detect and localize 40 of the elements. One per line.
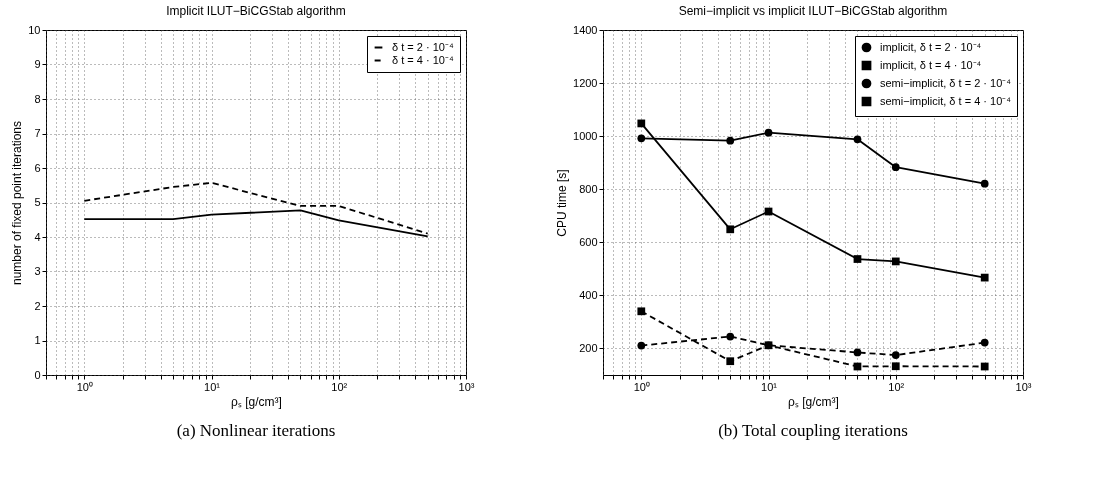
- x-tick-label: 10²: [888, 380, 905, 393]
- y-tick-label: 1400: [573, 23, 598, 36]
- y-tick-label: 0: [34, 368, 41, 381]
- y-tick-label: 6: [34, 161, 41, 174]
- x-tick-label: 10¹: [761, 380, 778, 393]
- x-tick-label: 10³: [1015, 380, 1032, 393]
- y-tick-label: 3: [34, 265, 41, 277]
- y-tick-label: 8: [34, 92, 41, 105]
- x-tick-label: 10⁰: [76, 380, 93, 393]
- chart-title: Semi−implicit vs implicit ILUT−BiCGStab algorithm: [678, 4, 948, 18]
- y-tick-label: 9: [34, 58, 41, 70]
- y-tick-label: 5: [34, 196, 41, 208]
- text: (b) Total coupling iterations: [718, 421, 908, 440]
- legend-label: implicit, δ t = 4 · 10⁻⁴: [880, 58, 982, 71]
- y-tick-label: 1000: [573, 129, 598, 142]
- y-tick-label: 2: [34, 299, 41, 312]
- y-axis-title: CPU time [s]: [555, 169, 570, 237]
- x-axis-title: ρₛ [g/cm³]: [788, 394, 839, 409]
- y-tick-label: 200: [579, 341, 598, 354]
- x-tick-label: 10¹: [204, 380, 221, 393]
- y-tick-label: 800: [579, 182, 598, 195]
- x-tick-label: 10⁰: [633, 380, 650, 393]
- x-tick-label: 10²: [331, 380, 348, 393]
- text: (a) Nonlinear iterations: [176, 421, 336, 440]
- legend-label: δ t = 4 · 10⁻⁴: [392, 53, 454, 66]
- legend-label: implicit, δ t = 2 · 10⁻⁴: [880, 40, 982, 53]
- legend-label: semi−implicit, δ t = 4 · 10⁻⁴: [880, 94, 1012, 107]
- y-tick-label: 4: [34, 230, 41, 243]
- y-tick-label: 400: [579, 288, 598, 301]
- y-tick-label: 1: [34, 334, 41, 346]
- y-tick-label: 7: [34, 127, 41, 139]
- y-tick-label: 1200: [573, 76, 598, 89]
- x-axis-title: ρₛ [g/cm³]: [231, 394, 282, 409]
- y-tick-label: 10: [28, 23, 41, 36]
- chart-title: Implicit ILUT−BiCGStab algorithm: [166, 4, 346, 18]
- y-tick-label: 600: [579, 235, 598, 248]
- y-axis-title: number of fixed point iterations: [10, 120, 25, 286]
- legend-label: δ t = 2 · 10⁻⁴: [392, 40, 454, 53]
- legend-label: semi−implicit, δ t = 2 · 10⁻⁴: [880, 76, 1012, 89]
- x-tick-label: 10³: [458, 380, 475, 393]
